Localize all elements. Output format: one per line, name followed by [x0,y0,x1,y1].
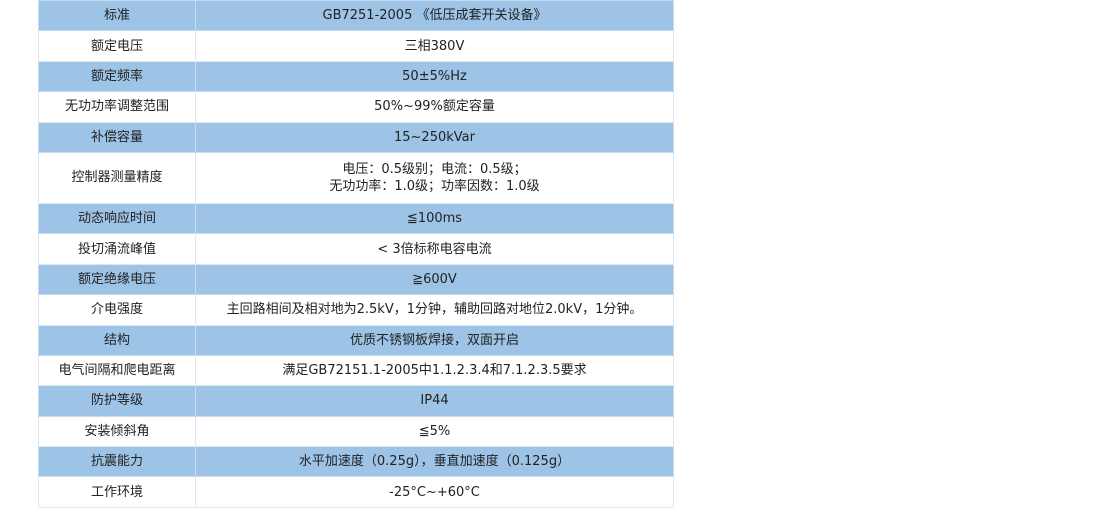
table-row: 补偿容量 15~250kVar [38,121,674,153]
spec-value: 主回路相间及相对地为2.5kV，1分钟，辅助回路对地位2.0kV，1分钟。 [195,294,674,326]
spec-value: IP44 [195,385,674,417]
table-row: 结构 优质不锈钢板焊接，双面开启 [38,324,674,356]
spec-value-line: 电压：0.5级别；电流：0.5级； [342,161,527,177]
spec-label: 标准 [38,0,196,32]
spec-value: < 3倍标称电容电流 [195,233,674,265]
table-row: 无功功率调整范围 50%~99%额定容量 [38,91,674,123]
spec-label: 防护等级 [38,385,196,417]
spec-label: 控制器测量精度 [38,151,196,204]
table-row: 投切涌流峰值 < 3倍标称电容电流 [38,233,674,265]
spec-value: ≧600V [195,263,674,296]
spec-value: 50%~99%额定容量 [195,91,674,123]
spec-value: 50±5%Hz [195,60,674,93]
table-row: 额定频率 50±5%Hz [38,60,674,93]
table-row: 防护等级 IP44 [38,385,674,417]
spec-label: 额定频率 [38,60,196,93]
spec-label: 安装倾斜角 [38,415,196,448]
table-row: 介电强度 主回路相间及相对地为2.5kV，1分钟，辅助回路对地位2.0kV，1分钟… [38,294,674,326]
table-row: 抗震能力 水平加速度（0.25g），垂直加速度（0.125g） [38,446,674,478]
spec-label: 额定绝缘电压 [38,263,196,296]
table-row: 控制器测量精度 电压：0.5级别；电流：0.5级； 无功功率：1.0级；功率因数：1… [38,151,674,204]
spec-label: 无功功率调整范围 [38,91,196,123]
table-row: 动态响应时间 ≦100ms [38,202,674,235]
spec-value: GB7251-2005 《低压成套开关设备》 [195,0,674,32]
spec-value: 优质不锈钢板焊接，双面开启 [195,324,674,356]
spec-label: 投切涌流峰值 [38,233,196,265]
spec-label: 抗震能力 [38,446,196,478]
table-row: 安装倾斜角 ≦5% [38,415,674,448]
spec-value: ≦100ms [195,202,674,235]
spec-label: 动态响应时间 [38,202,196,235]
spec-value: 水平加速度（0.25g），垂直加速度（0.125g） [195,446,674,478]
spec-label: 补偿容量 [38,121,196,153]
spec-value: -25°C~+60°C [195,476,674,508]
spec-value-line: 无功功率：1.0级；功率因数：1.0级 [329,178,540,194]
spec-table: 标准 GB7251-2005 《低压成套开关设备》 额定电压 三相380V 额定频率 50… [38,0,674,508]
spec-value: 满足GB72151.1-2005中1.1.2.3.4和7.1.2.3.5要求 [195,354,674,387]
spec-value: 15~250kVar [195,121,674,153]
table-row: 额定电压 三相380V [38,30,674,62]
table-row: 工作环境 -25°C~+60°C [38,476,674,508]
table-row: 电气间隔和爬电距离 满足GB72151.1-2005中1.1.2.3.4和7.1.… [38,354,674,387]
spec-label: 结构 [38,324,196,356]
spec-value: ≦5% [195,415,674,448]
spec-value: 电压：0.5级别；电流：0.5级； 无功功率：1.0级；功率因数：1.0级 [195,151,674,204]
spec-value: 三相380V [195,30,674,62]
table-row: 额定绝缘电压 ≧600V [38,263,674,296]
spec-label: 介电强度 [38,294,196,326]
spec-label: 工作环境 [38,476,196,508]
spec-label: 电气间隔和爬电距离 [38,354,196,387]
table-row: 标准 GB7251-2005 《低压成套开关设备》 [38,0,674,32]
spec-label: 额定电压 [38,30,196,62]
